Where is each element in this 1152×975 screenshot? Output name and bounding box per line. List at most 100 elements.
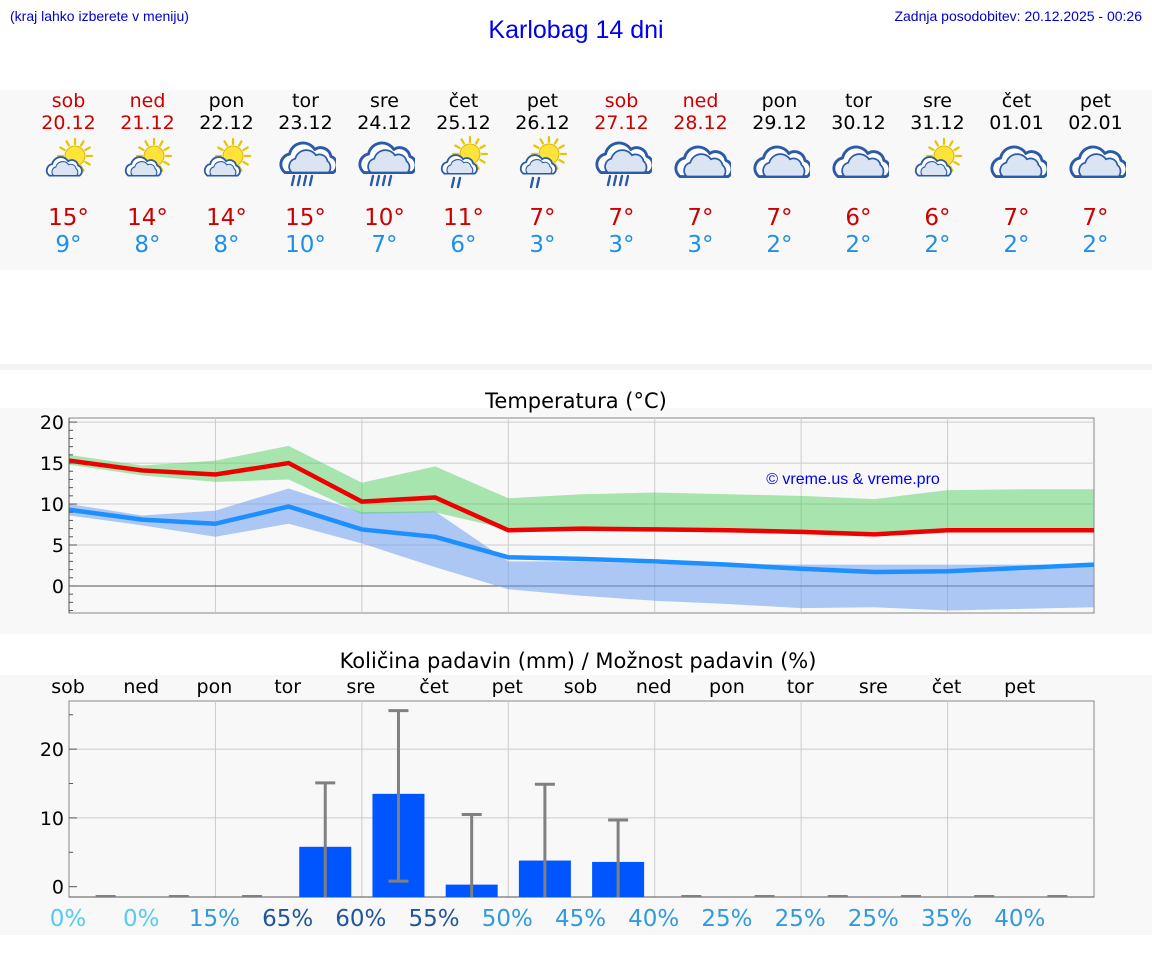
day-date: 24.12 xyxy=(357,112,412,134)
precipitation-probability: 35% xyxy=(921,906,972,932)
day-name: pon xyxy=(761,90,798,112)
day-date: 25.12 xyxy=(436,112,491,134)
max-temperature: 7° xyxy=(608,205,635,231)
forecast-day: sre 31.12 6° 2° xyxy=(898,90,977,258)
forecast-day: čet 25.12 11° 6° xyxy=(424,90,503,258)
max-temperature: 15° xyxy=(48,205,89,231)
forecast-day: tor 30.12 6° 2° xyxy=(819,90,898,258)
day-date: 20.12 xyxy=(41,112,96,134)
precipitation-y-tick-label: 0 xyxy=(52,877,64,899)
precipitation-probability: 65% xyxy=(262,906,313,932)
temperature-y-tick-label: 20 xyxy=(40,412,64,434)
precipitation-probability: 25% xyxy=(848,906,899,932)
precipitation-day-label: ned xyxy=(636,676,672,698)
forecast-day: tor 23.12 15° 10° xyxy=(266,90,345,258)
max-temperature: 7° xyxy=(1082,205,1109,231)
min-temperature-line xyxy=(68,504,1095,575)
location-menu-hint[interactable]: (kraj lahko izberete v meniju) xyxy=(10,8,189,24)
max-temperature: 10° xyxy=(364,205,405,231)
day-name: čet xyxy=(448,90,479,112)
precipitation-day-label: sre xyxy=(859,676,888,698)
max-temperature: 11° xyxy=(443,205,484,231)
max-temperature: 6° xyxy=(845,205,872,231)
min-temperature: 8° xyxy=(213,232,240,258)
forecast-day: čet 01.01 7° 2° xyxy=(977,90,1056,258)
min-temperature: 8° xyxy=(134,232,161,258)
precipitation-plot-area xyxy=(68,700,1095,898)
max-temperature: 7° xyxy=(687,205,714,231)
precipitation-day-label: pon xyxy=(197,676,233,698)
cloudy-icon xyxy=(819,134,898,204)
forecast-day: pet 02.01 7° 2° xyxy=(1056,90,1135,258)
min-temperature: 6° xyxy=(450,232,477,258)
day-date: 23.12 xyxy=(278,112,333,134)
day-name: pet xyxy=(526,90,559,112)
max-temperature: 15° xyxy=(285,205,326,231)
day-name: sob xyxy=(604,90,639,112)
day-date: 31.12 xyxy=(910,112,965,134)
forecast-day: ned 28.12 7° 3° xyxy=(661,90,740,258)
cloudy-icon xyxy=(740,134,819,204)
day-date: 22.12 xyxy=(199,112,254,134)
day-date: 30.12 xyxy=(831,112,886,134)
min-temperature: 2° xyxy=(766,232,793,258)
day-date: 01.01 xyxy=(989,112,1044,134)
day-name: tor xyxy=(292,90,319,112)
precipitation-probability: 25% xyxy=(775,906,826,932)
precipitation-day-label: pet xyxy=(492,676,523,698)
day-name: ned xyxy=(129,90,166,112)
precipitation-probability: 0% xyxy=(50,906,87,932)
max-temperature: 14° xyxy=(206,205,247,231)
day-name: ned xyxy=(682,90,719,112)
precipitation-day-label: čet xyxy=(932,676,962,698)
forecast-day: sob 20.12 15° 9° xyxy=(29,90,108,258)
max-temperature-range-band xyxy=(69,445,1094,534)
day-date: 21.12 xyxy=(120,112,175,134)
day-name: pon xyxy=(208,90,245,112)
min-temperature: 3° xyxy=(529,232,556,258)
precipitation-probability: 0% xyxy=(123,906,160,932)
last-updated: Zadnja posodobitev: 20.12.2025 - 00:26 xyxy=(894,8,1142,24)
day-date: 27.12 xyxy=(594,112,649,134)
min-temperature: 7° xyxy=(371,232,398,258)
max-temperature: 6° xyxy=(924,205,951,231)
precipitation-probability: 25% xyxy=(701,906,752,932)
min-temperature: 2° xyxy=(845,232,872,258)
precipitation-probability: 55% xyxy=(409,906,460,932)
forecast-day: pet 26.12 7° 3° xyxy=(503,90,582,258)
min-temperature: 2° xyxy=(1082,232,1109,258)
min-temperature: 2° xyxy=(924,232,951,258)
day-name: sre xyxy=(923,90,952,112)
min-temperature: 9° xyxy=(55,232,82,258)
watermark: © vreme.us & vreme.pro xyxy=(766,471,940,488)
section-divider xyxy=(0,364,1152,370)
precipitation-day-label: ned xyxy=(123,676,159,698)
day-name: tor xyxy=(845,90,872,112)
precipitation-probability: 50% xyxy=(482,906,533,932)
day-date: 02.01 xyxy=(1068,112,1123,134)
max-temperature: 7° xyxy=(529,205,556,231)
precipitation-day-label: sre xyxy=(346,676,375,698)
day-date: 28.12 xyxy=(673,112,728,134)
precipitation-probability: 60% xyxy=(335,906,386,932)
temperature-chart-title: Temperatura (°C) xyxy=(484,389,667,413)
precipitation-probability: 15% xyxy=(189,906,240,932)
forecast-day: pon 29.12 7° 2° xyxy=(740,90,819,258)
precipitation-day-label: sob xyxy=(564,676,598,698)
temperature-y-tick-label: 10 xyxy=(40,494,64,516)
day-name: sre xyxy=(370,90,399,112)
precipitation-day-label: sob xyxy=(51,676,85,698)
precipitation-day-label: tor xyxy=(787,676,814,698)
min-temperature: 2° xyxy=(1003,232,1030,258)
cloudy-icon xyxy=(661,134,740,204)
precipitation-probability: 45% xyxy=(555,906,606,932)
max-temperature: 14° xyxy=(127,205,168,231)
cloud-rain-icon xyxy=(345,134,424,204)
cloud-rain-icon xyxy=(582,134,661,204)
sun-rain-icon xyxy=(503,134,582,204)
sun-rain-icon xyxy=(424,134,503,204)
page-title: Karlobag 14 dni xyxy=(488,16,664,44)
cloudy-icon xyxy=(977,134,1056,204)
precipitation-chart-title: Količina padavin (mm) / Možnost padavin … xyxy=(340,649,817,673)
